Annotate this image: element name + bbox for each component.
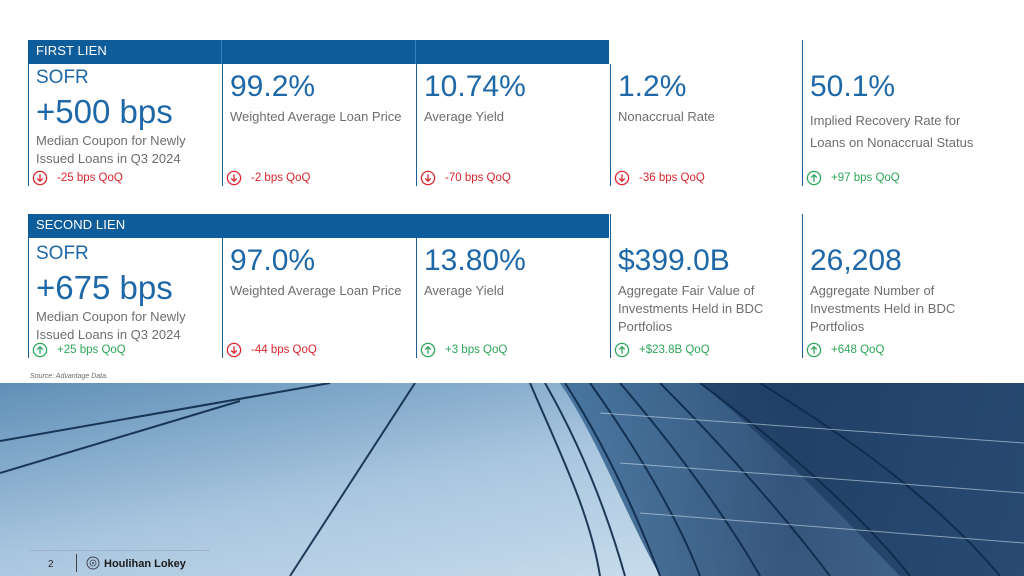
change-indicator: -44 bps QoQ [226,342,317,358]
page-number: 2 [48,559,54,570]
arrow-up-circle-icon [806,170,822,186]
metric-value: 99.2% [230,70,316,103]
change-text: -36 bps QoQ [639,172,705,184]
brand-name: Houlihan Lokey [104,558,186,570]
sofr-label: SOFR [36,243,89,264]
metric-description: Average Yield [424,283,504,298]
first-lien-yield-card: 10.74% Average Yield -70 bps QoQ [416,40,609,186]
second-lien-loan-price-card: 97.0% Weighted Average Loan Price -44 bp… [222,214,415,358]
metric-value: 26,208 [810,244,902,277]
building-background-image [0,383,1024,576]
metric-description: Weighted Average Loan Price [230,283,402,298]
metric-value: 97.0% [230,244,316,277]
metric-description: Median Coupon for Newly Issued Loans in … [36,133,186,166]
change-indicator: +648 QoQ [806,342,884,358]
first-lien-sofr-card: SOFR +500 bps Median Coupon for Newly Is… [28,40,221,186]
metric-description: Implied Recovery Rate for Loans on Nonac… [810,113,974,150]
change-text: -2 bps QoQ [251,172,311,184]
first-lien-loan-price-card: 99.2% Weighted Average Loan Price -2 bps… [222,40,415,186]
sofr-spread-value: +675 bps [36,269,173,306]
second-lien-header-band: SECOND LIEN [28,214,609,238]
second-lien-yield-card: 13.80% Average Yield +3 bps QoQ [416,214,609,358]
metric-description: Weighted Average Loan Price [230,109,402,124]
change-text: +25 bps QoQ [57,344,126,356]
sofr-label: SOFR [36,67,89,88]
arrow-down-circle-icon [32,170,48,186]
change-text: +648 QoQ [831,344,885,356]
first-lien-label: FIRST LIEN [36,43,107,58]
change-indicator: -2 bps QoQ [226,170,310,186]
change-indicator: +97 bps QoQ [806,170,900,186]
metric-value: 10.74% [424,70,526,103]
sofr-spread-value: +500 bps [36,93,173,130]
change-text: +$23.8B QoQ [639,344,710,356]
second-lien-fair-value-card: $399.0B Aggregate Fair Value of Investme… [610,214,803,358]
change-text: -70 bps QoQ [445,172,511,184]
houlihan-lokey-logo-icon [86,556,100,570]
change-indicator: +25 bps QoQ [32,342,126,358]
metric-description: Median Coupon for Newly Issued Loans in … [36,309,186,342]
change-indicator: -36 bps QoQ [614,170,705,186]
first-lien-section: FIRST LIEN SOFR +500 bps Median Coupon f… [28,40,998,186]
metric-value: 13.80% [424,244,526,277]
source-note: Source: Advantage Data. [30,373,108,380]
change-text: +3 bps QoQ [445,344,508,356]
second-lien-investments-card: 26,208 Aggregate Number of Investments H… [802,214,998,358]
metric-value: 1.2% [618,70,687,103]
second-lien-label: SECOND LIEN [36,217,126,232]
change-indicator: -25 bps QoQ [32,170,123,186]
change-indicator: +3 bps QoQ [420,342,507,358]
metric-description: Nonaccrual Rate [618,109,715,124]
arrow-down-circle-icon [226,170,242,186]
metric-value: 50.1% [810,70,896,103]
change-indicator: +$23.8B QoQ [614,342,710,358]
arrow-up-circle-icon [806,342,822,358]
change-text: +97 bps QoQ [831,172,900,184]
arrow-up-circle-icon [614,342,630,358]
metric-value: $399.0B [618,244,730,277]
footer-rule [30,550,210,551]
metric-description: Aggregate Number of Investments Held in … [810,283,956,334]
change-text: -25 bps QoQ [57,172,123,184]
arrow-down-circle-icon [614,170,630,186]
metric-description: Aggregate Fair Value of Investments Held… [618,283,764,334]
arrow-up-circle-icon [420,342,436,358]
metric-description: Average Yield [424,109,504,124]
first-lien-header-band: FIRST LIEN [28,40,609,64]
arrow-down-circle-icon [420,170,436,186]
second-lien-section: SECOND LIEN SOFR +675 bps Median Coupon … [28,214,998,358]
arrow-up-circle-icon [32,342,48,358]
first-lien-recovery-card: 50.1% Implied Recovery Rate for Loans on… [802,40,998,186]
change-indicator: -70 bps QoQ [420,170,511,186]
second-lien-sofr-card: SOFR +675 bps Median Coupon for Newly Is… [28,214,221,358]
change-text: -44 bps QoQ [251,344,317,356]
arrow-down-circle-icon [226,342,242,358]
first-lien-nonaccrual-card: 1.2% Nonaccrual Rate -36 bps QoQ [610,40,803,186]
footer-divider [76,554,77,572]
